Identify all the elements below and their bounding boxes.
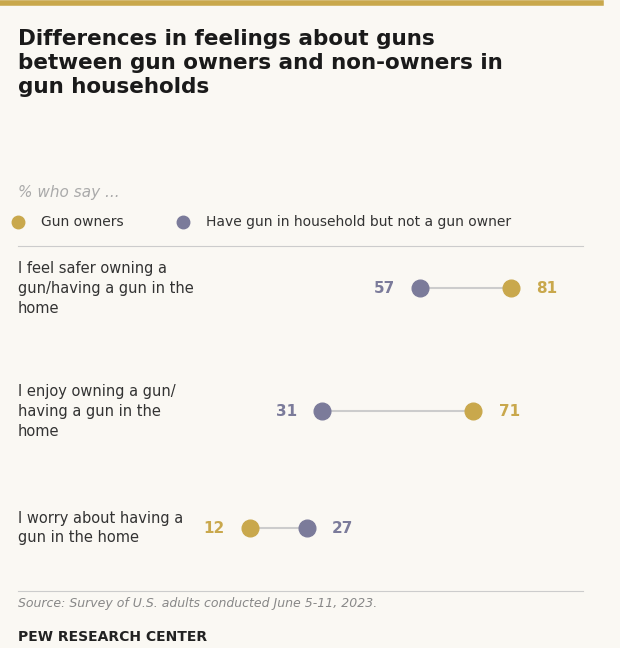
Text: I worry about having a
gun in the home: I worry about having a gun in the home [18, 511, 184, 546]
Text: 12: 12 [203, 520, 224, 536]
Text: 31: 31 [275, 404, 296, 419]
Text: Gun owners: Gun owners [41, 214, 123, 229]
Text: 81: 81 [536, 281, 558, 296]
Text: I feel safer owning a
gun/having a gun in the
home: I feel safer owning a gun/having a gun i… [18, 261, 194, 316]
Text: PEW RESEARCH CENTER: PEW RESEARCH CENTER [18, 630, 207, 644]
Text: Differences in feelings about guns
between gun owners and non-owners in
gun hous: Differences in feelings about guns betwe… [18, 29, 503, 97]
Text: % who say ...: % who say ... [18, 185, 120, 200]
Text: Source: Survey of U.S. adults conducted June 5-11, 2023.: Source: Survey of U.S. adults conducted … [18, 597, 378, 610]
Text: 71: 71 [498, 404, 520, 419]
Text: I enjoy owning a gun/
having a gun in the
home: I enjoy owning a gun/ having a gun in th… [18, 384, 175, 439]
Text: 57: 57 [374, 281, 395, 296]
Text: 27: 27 [332, 520, 353, 536]
Text: Have gun in household but not a gun owner: Have gun in household but not a gun owne… [206, 214, 512, 229]
